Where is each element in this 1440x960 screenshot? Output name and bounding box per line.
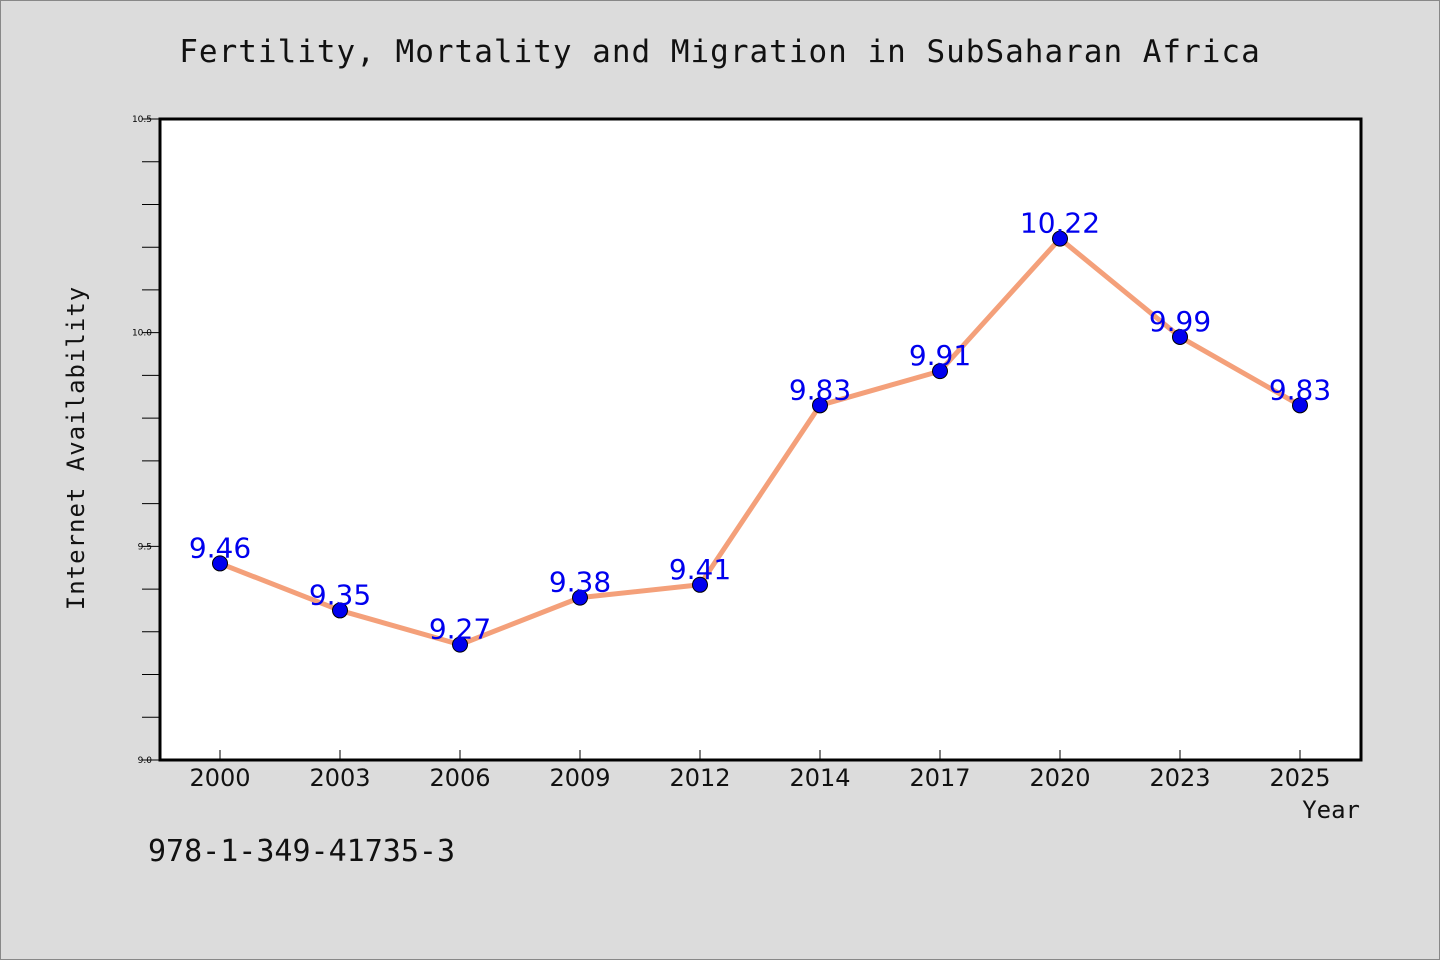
x-tick-label: 2009 (549, 764, 610, 792)
data-point (692, 576, 708, 593)
series-group (212, 230, 1308, 653)
data-point (452, 636, 468, 653)
y-tick-label: 10.0 (132, 329, 152, 339)
data-point (1052, 230, 1068, 247)
data-label: 9.99 (1149, 305, 1211, 338)
data-point (812, 397, 828, 414)
data-point (932, 363, 948, 380)
data-label-group: 9.46 9.35 9.27 9.38 9.41 9.83 9.91 10.22 9.99 9.8… (189, 207, 1331, 646)
y-tick-label: 9.0 (138, 756, 153, 766)
chart-title: Fertility, Mortality and Migration in Su… (179, 34, 1261, 70)
x-axis: 2000 2003 2006 2009 2012 2014 2017 2020 2023 2025 (189, 750, 1331, 792)
data-point (1172, 328, 1188, 345)
x-axis-label: Year (1302, 796, 1360, 824)
data-label: 9.83 (789, 373, 851, 406)
data-label: 9.35 (309, 578, 371, 611)
y-tick-label: 10.5 (132, 115, 152, 125)
y-tick-label: 9.5 (138, 542, 152, 552)
x-tick-label: 2014 (789, 764, 850, 792)
plot-area (158, 117, 1363, 762)
data-label: 9.91 (909, 339, 971, 372)
x-tick-label: 2020 (1029, 764, 1090, 792)
data-label: 9.27 (429, 613, 491, 646)
data-point (1292, 397, 1308, 414)
y-axis: 9.0 9.5 10.0 10.5 (132, 115, 160, 766)
data-point (212, 555, 228, 572)
data-label: 9.46 (189, 531, 251, 564)
data-label: 9.38 (549, 566, 611, 599)
isbn-caption: 978-1-349-41735-3 (148, 834, 456, 869)
x-tick-label: 2012 (669, 764, 730, 792)
series-line (217, 236, 1303, 648)
data-label: 9.41 (669, 553, 731, 586)
x-tick-label: 2006 (429, 764, 490, 792)
data-label: 9.83 (1269, 373, 1331, 406)
data-label: 10.22 (1020, 207, 1100, 240)
x-tick-label: 2000 (189, 764, 250, 792)
x-tick-label: 2025 (1269, 764, 1330, 792)
x-tick-label: 2017 (909, 764, 970, 792)
x-tick-label: 2003 (309, 764, 370, 792)
x-tick-label: 2023 (1149, 764, 1210, 792)
data-point (572, 589, 588, 606)
data-point (332, 602, 348, 619)
